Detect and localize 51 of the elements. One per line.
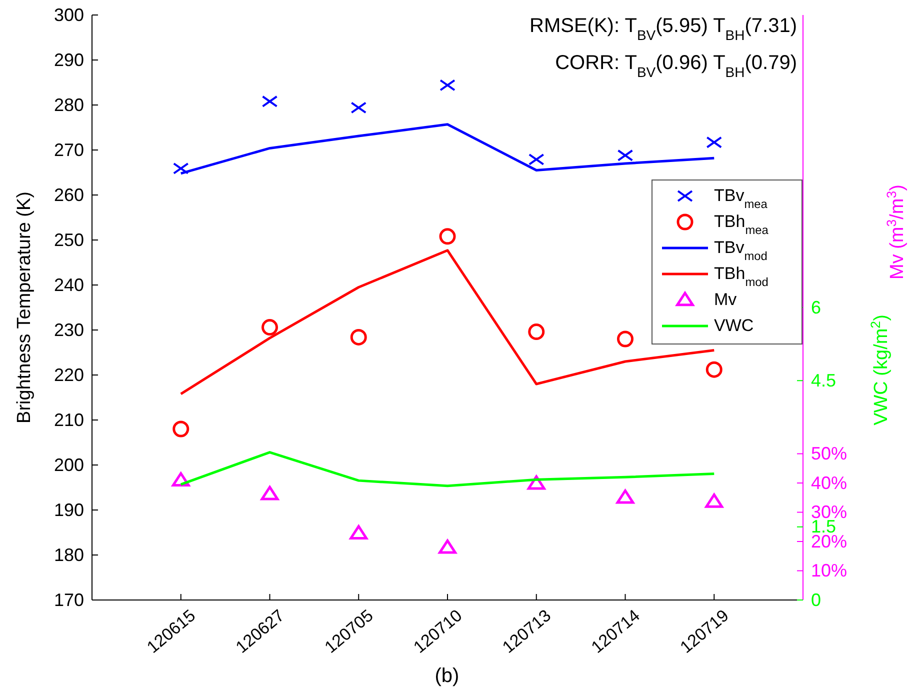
y-tick-label: 210 xyxy=(54,410,84,430)
point xyxy=(262,319,278,336)
legend-label: TBh$_{mod}$ xyxy=(714,264,768,289)
y-tick-label: 220 xyxy=(54,364,84,385)
point xyxy=(172,162,189,174)
text: (b) xyxy=(434,665,460,687)
point xyxy=(705,493,724,508)
point xyxy=(706,361,722,378)
y-tick-label: 290 xyxy=(54,50,84,70)
line-series xyxy=(180,249,716,396)
y-tick-label: 240 xyxy=(54,274,84,295)
y-tick-label: 280 xyxy=(54,94,84,115)
y2-tick-label: 4.5 xyxy=(811,370,836,390)
y2-tick-label: 0 xyxy=(811,590,822,610)
y-tick-label: 270 xyxy=(54,140,84,160)
annotation: CORR: T$_{BV}$(0.96) T$_{BH}$(0.79) xyxy=(555,52,797,80)
point xyxy=(617,330,634,348)
y-tick-label: 300 xyxy=(54,4,84,25)
point xyxy=(439,228,456,245)
y-tick-label: 260 xyxy=(54,184,84,205)
point xyxy=(528,154,544,166)
legend-label: VWC xyxy=(714,316,754,335)
point xyxy=(706,136,722,148)
y3-tick-label: 10% xyxy=(811,560,848,581)
y2-tick-label: 6 xyxy=(811,297,822,318)
y3-tick-label: 40% xyxy=(811,472,848,493)
point xyxy=(617,150,634,162)
point xyxy=(172,472,190,487)
point xyxy=(172,420,190,438)
y-tick-label: 200 xyxy=(54,454,84,475)
y3-tick-label: 50% xyxy=(811,444,848,464)
point xyxy=(440,79,456,92)
legend-label: TBv$_{mea}$ xyxy=(714,186,768,211)
y-tick-label: 180 xyxy=(54,544,84,565)
y-tick-label: 230 xyxy=(54,320,84,340)
y-tick-label: 170 xyxy=(54,590,84,610)
point xyxy=(438,539,456,554)
y-axis-title: Brightness Temperature (K) xyxy=(14,192,35,424)
y-tick-label: 190 xyxy=(54,500,84,520)
legend-label: TBv$_{mod}$ xyxy=(714,238,768,263)
legend-label: Mv xyxy=(714,290,738,309)
point xyxy=(350,328,367,346)
point xyxy=(350,525,368,540)
annotation: RMSE(K): T$_{BV}$(5.95) T$_{BH}$(7.31) xyxy=(530,15,797,43)
point xyxy=(260,486,279,500)
point xyxy=(350,102,367,114)
point xyxy=(616,489,634,504)
legend-label: TBh$_{mea}$ xyxy=(714,212,769,237)
y-tick-label: 250 xyxy=(54,230,84,250)
point xyxy=(528,324,545,340)
point xyxy=(262,96,278,108)
